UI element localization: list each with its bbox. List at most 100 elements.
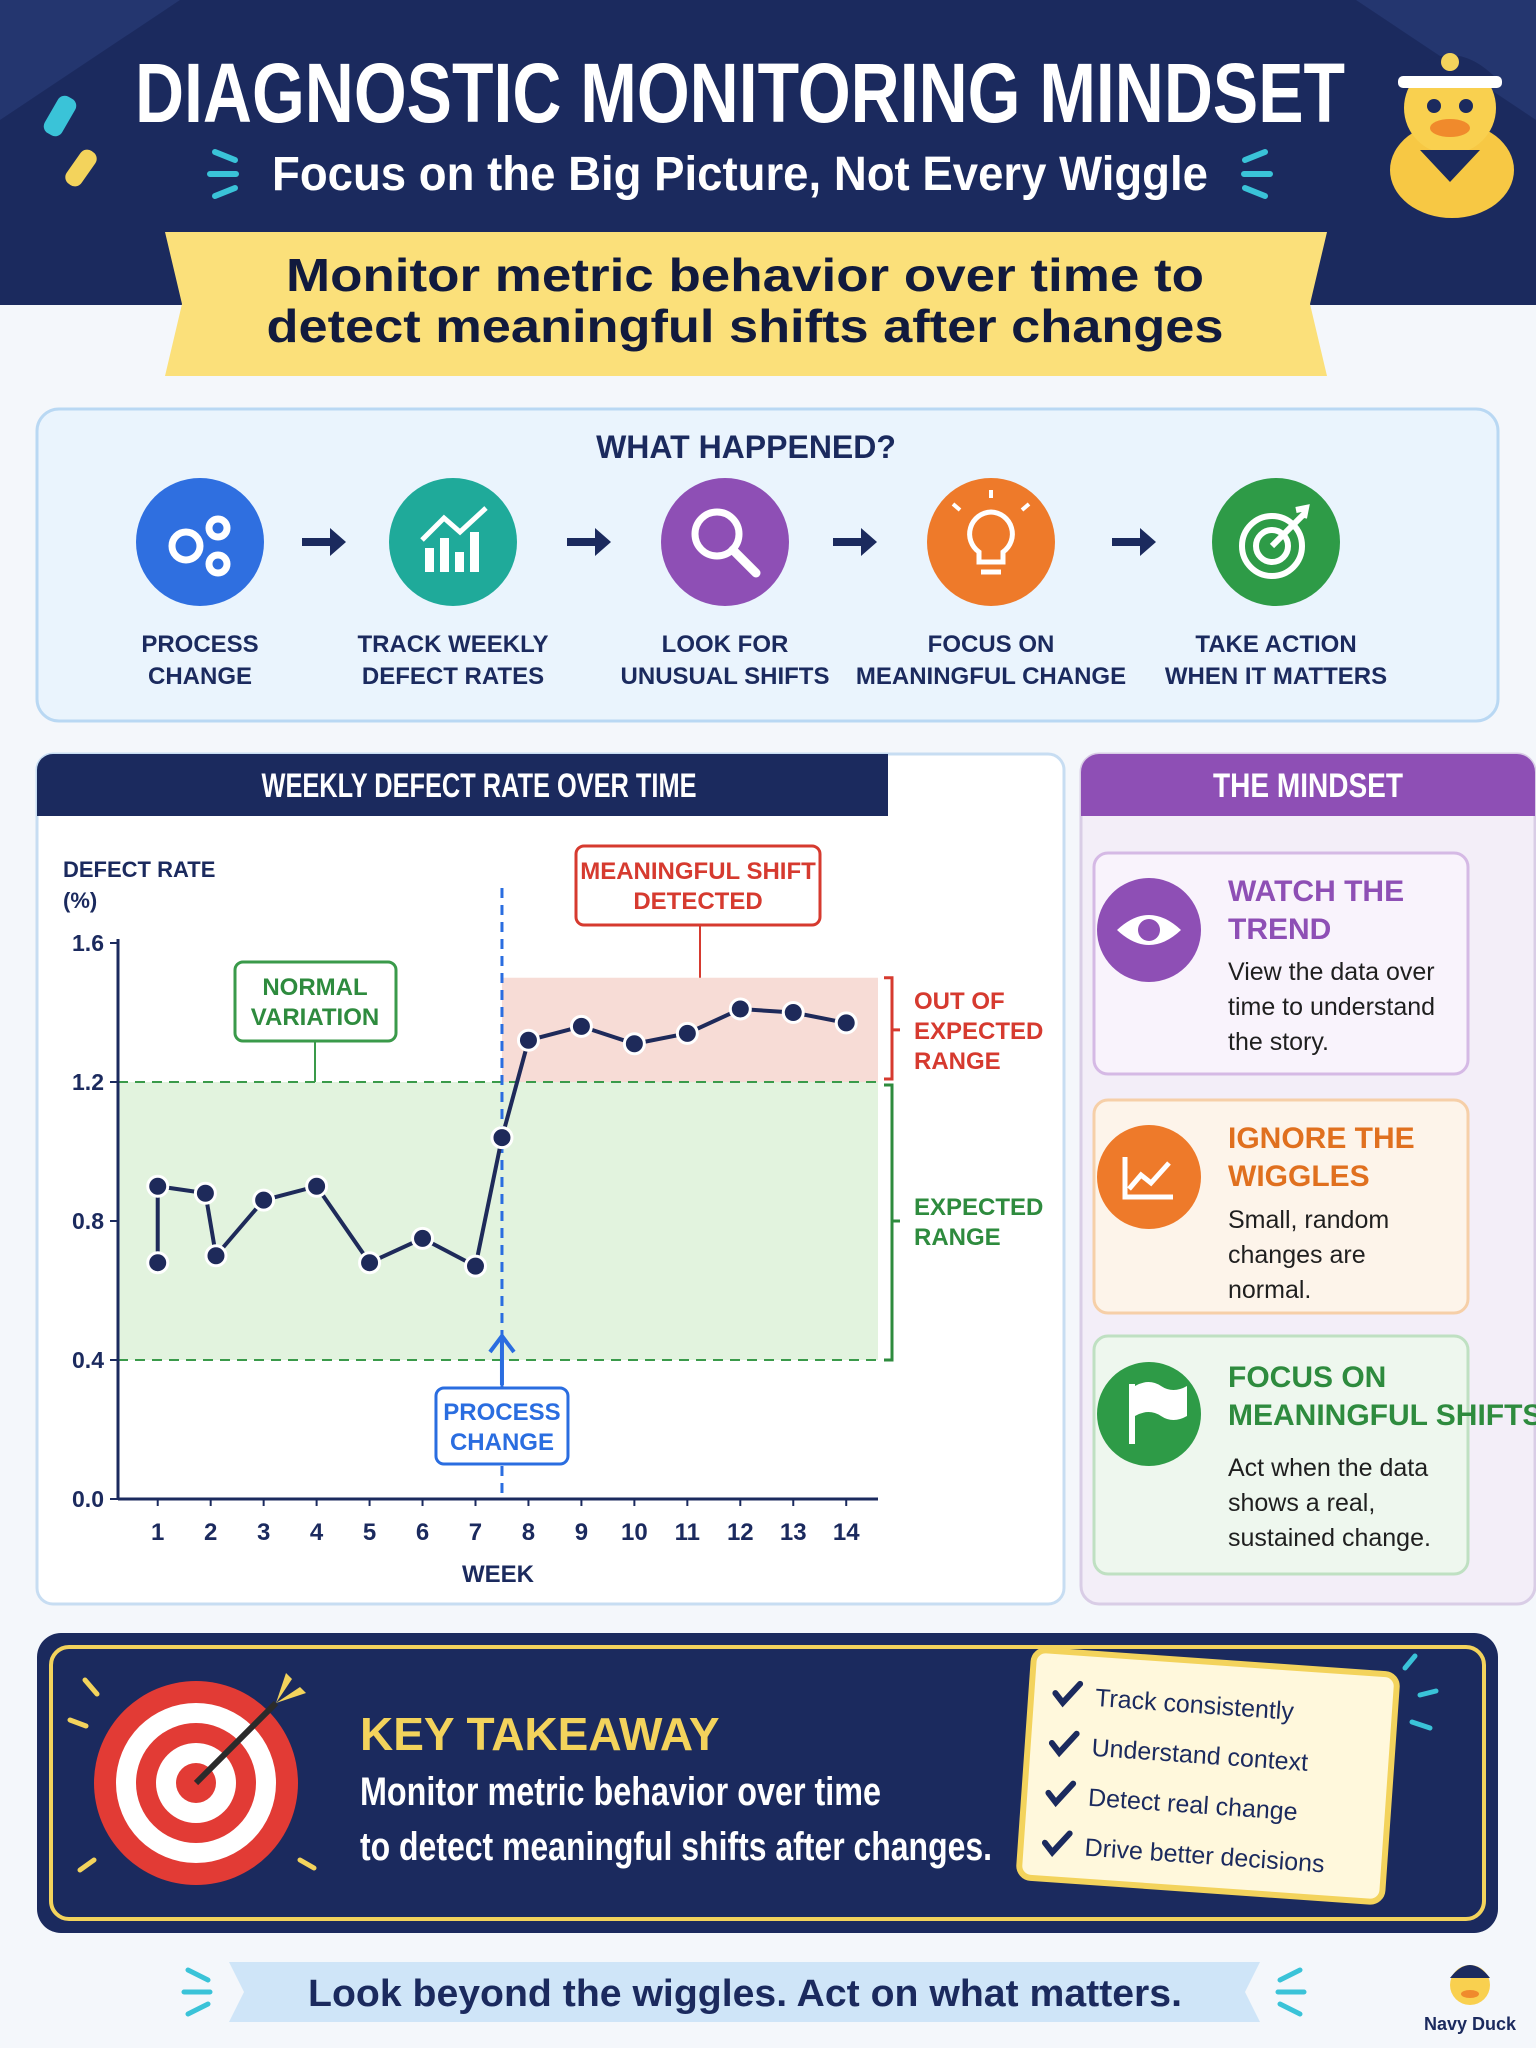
data-point (490, 1126, 514, 1150)
card-text: the story. (1228, 1028, 1329, 1056)
header-decoration (0, 0, 180, 120)
y-axis-label: (%) (63, 888, 97, 913)
step-label: TAKE ACTION (1195, 631, 1356, 658)
range-label: RANGE (914, 1048, 1001, 1075)
process-title: WHAT HAPPENED? (596, 429, 896, 465)
callout-text: NORMAL (262, 974, 367, 1001)
y-axis-label: DEFECT RATE (63, 857, 215, 882)
key-banner (165, 232, 1327, 376)
step-label: WHEN IT MATTERS (1165, 663, 1387, 690)
step-label: LOOK FOR (662, 631, 789, 658)
data-point (193, 1181, 217, 1205)
process-icons (136, 478, 1340, 606)
footer-banner (229, 1962, 1260, 2022)
x-tick-label: 9 (575, 1519, 588, 1546)
shift-bracket (884, 976, 900, 1081)
data-point (252, 1188, 276, 1212)
card-text: changes are (1228, 1241, 1366, 1269)
expected-bracket (884, 1083, 900, 1362)
x-tick-label: 14 (833, 1519, 860, 1546)
chart-title: WEEKLY DEFECT RATE OVER TIME (262, 767, 697, 805)
callout-text: DETECTED (633, 888, 762, 915)
data-point (622, 1032, 646, 1056)
x-tick-label: 11 (675, 1519, 700, 1546)
data-point (204, 1244, 228, 1268)
check-icon (1041, 1830, 1073, 1857)
callout-text: VARIATION (251, 1004, 379, 1031)
step-label: MEANINGFUL CHANGE (856, 663, 1126, 690)
takeaway-decoration (1402, 1653, 1439, 1731)
x-tick-label: 8 (522, 1519, 535, 1546)
card-title: IGNORE THE (1228, 1122, 1415, 1155)
step-label: PROCESS (141, 631, 258, 658)
step-label: DEFECT RATES (362, 663, 544, 690)
takeaway-text: to detect meaningful shifts after change… (360, 1825, 992, 1869)
page-title: DIAGNOSTIC MONITORING MINDSET (135, 46, 1345, 140)
card-text: Small, random (1228, 1206, 1389, 1234)
card-text: Act when the data (1228, 1454, 1428, 1482)
card-text: normal. (1228, 1276, 1311, 1304)
step-label: TRACK WEEKLY (357, 631, 548, 658)
data-point (411, 1226, 435, 1250)
data-point (305, 1174, 329, 1198)
change-arrow (488, 1332, 516, 1385)
callout-box (574, 844, 822, 927)
card-text: sustained change. (1228, 1524, 1431, 1552)
expected-range-band (118, 1082, 878, 1360)
confetti (43, 95, 77, 137)
page-subtitle: Focus on the Big Picture, Not Every Wigg… (272, 148, 1208, 201)
footer-text: Look beyond the wiggles. Act on what mat… (308, 1973, 1182, 2015)
step-label: CHANGE (148, 663, 252, 690)
x-tick-label: 7 (469, 1519, 482, 1546)
check-icon (1048, 1730, 1080, 1758)
data-point (728, 997, 752, 1021)
data-point (569, 1014, 593, 1038)
card-title: WATCH THE (1228, 875, 1404, 908)
confetti (65, 149, 97, 187)
mindset-icons (1097, 878, 1201, 1466)
duck-mascot (1390, 53, 1514, 218)
x-tick-label: 1 (151, 1519, 164, 1546)
range-label: RANGE (914, 1224, 1001, 1251)
subtitle-decoration (207, 149, 1273, 199)
mindset-title: THE MINDSET (1213, 767, 1403, 805)
check-icon (1052, 1680, 1084, 1708)
range-label: EXPECTED (914, 1194, 1043, 1221)
x-tick-label: 13 (780, 1519, 807, 1546)
mindset-header (1081, 754, 1535, 816)
callout-text: CHANGE (450, 1429, 554, 1456)
x-tick-label: 10 (621, 1519, 648, 1546)
y-tick-label: 0.0 (72, 1486, 104, 1512)
card-title: TREND (1228, 913, 1331, 946)
data-point (358, 1251, 382, 1275)
card-text: View the data over (1228, 958, 1435, 986)
brand-logo (1450, 1965, 1490, 2005)
x-axis-label: WEEK (462, 1561, 535, 1588)
x-tick-label: 3 (257, 1519, 270, 1546)
range-label: EXPECTED (914, 1018, 1043, 1045)
step-label: FOCUS ON (928, 631, 1055, 658)
card-title: FOCUS ON (1228, 1361, 1386, 1394)
data-point (834, 1011, 858, 1035)
x-tick-label: 2 (204, 1519, 217, 1546)
card-text: time to understand (1228, 993, 1435, 1021)
chart-header (37, 754, 888, 816)
banner-text: Monitor metric behavior over time to (286, 249, 1204, 301)
data-point (463, 1254, 487, 1278)
x-tick-label: 6 (416, 1519, 429, 1546)
callout-box (434, 1386, 570, 1466)
process-arrows (302, 528, 1156, 556)
callout-box (233, 960, 398, 1043)
x-tick-label: 5 (363, 1519, 376, 1546)
card-title: MEANINGFUL SHIFTS (1228, 1399, 1536, 1432)
card-title: WIGGLES (1228, 1160, 1370, 1193)
takeaway-text: Monitor metric behavior over time (360, 1770, 881, 1814)
data-point (146, 1174, 170, 1198)
data-point (146, 1251, 170, 1275)
takeaway-border (49, 1645, 1486, 1921)
check-icon (1045, 1780, 1077, 1808)
y-tick-label: 0.4 (72, 1347, 104, 1373)
y-tick-label: 1.6 (72, 930, 104, 956)
callout-text: MEANINGFUL SHIFT (580, 858, 816, 885)
target-icon (67, 1673, 317, 1885)
